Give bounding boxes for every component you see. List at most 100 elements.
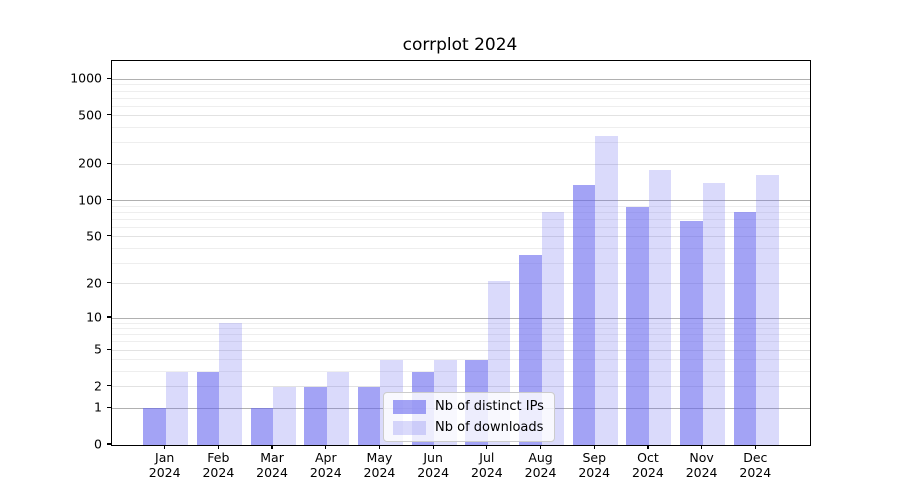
y-tick-mark-20 [107,282,111,284]
bar-feb-distinct-ips [196,371,220,445]
gridline-900 [112,84,810,86]
bar-nov-distinct-ips [680,220,703,445]
x-tick-mark-sep [593,445,595,450]
x-tick-label-mar: Mar 2024 [256,450,288,480]
y-tick-label-1: 1 [94,399,102,415]
gridline-30 [112,262,810,264]
x-tick-mark-may [378,445,381,450]
bar-may-distinct-ips [357,386,381,445]
gridline-80 [112,211,810,213]
y-tick-label-20: 20 [86,275,102,291]
bar-sep-distinct-ips [572,184,596,445]
y-tick-mark-200 [107,162,111,164]
bar-dec-downloads [756,175,779,445]
gridline-6 [112,341,810,343]
y-tick-label-1000: 1000 [70,70,102,86]
y-tick-label-500: 500 [78,107,102,123]
gridline-70 [112,218,810,220]
y-tick-mark-50 [107,235,111,237]
gridline-200 [112,163,810,165]
x-tick-mark-oct [647,445,649,450]
x-tick-label-may: May 2024 [363,450,396,480]
gridline-20 [112,283,810,285]
y-tick-mark-2 [107,385,111,387]
y-tick-mark-100 [107,199,111,201]
legend-item-downloads: Nb of downloads [393,420,544,435]
chart-title: corrplot 2024 [402,35,518,55]
gridline-10 [112,317,810,319]
legend-label-distinct-ips: Nb of distinct IPs [435,399,544,414]
x-tick-label-feb: Feb 2024 [202,450,235,480]
gridline-100 [112,200,810,202]
y-tick-mark-1 [107,406,111,408]
gridline-600 [112,105,810,107]
x-tick-label-sep: Sep 2024 [578,450,611,480]
x-tick-mark-nov [701,445,703,450]
y-tick-label-10: 10 [86,309,102,325]
gridline-700 [112,97,810,99]
x-tick-mark-aug [539,445,542,450]
bar-jan-downloads [165,371,189,445]
gridline-90 [112,205,810,207]
gridline-50 [112,236,810,238]
y-tick-label-100: 100 [78,192,102,208]
x-tick-mark-jan [164,445,166,450]
y-tick-label-5: 5 [94,341,102,357]
gridline-7 [112,334,810,336]
x-tick-label-nov: Nov 2024 [685,450,718,480]
legend-swatch-downloads [393,420,426,435]
y-tick-mark-500 [107,114,111,116]
bar-aug-downloads [541,212,565,445]
gridline-1000 [112,78,810,80]
gridline-300 [112,142,810,144]
gridline-4 [112,359,810,361]
x-tick-label-jun: Jun 2024 [417,450,450,480]
y-tick-label-0: 0 [94,436,102,452]
gridline-40 [112,247,810,249]
bar-oct-downloads [648,169,672,445]
legend: Nb of distinct IPs Nb of downloads [383,392,555,442]
bar-feb-downloads [219,323,242,445]
bar-oct-distinct-ips [626,207,649,445]
bar-mar-downloads [273,386,296,445]
legend-label-downloads: Nb of downloads [435,420,544,435]
x-tick-mark-apr [325,445,327,450]
gridline-9 [112,322,810,324]
bar-apr-distinct-ips [304,386,327,445]
bar-nov-downloads [702,183,726,445]
gridline-3 [112,371,810,373]
x-tick-mark-jun [432,445,434,450]
x-tick-mark-dec [754,445,756,450]
x-tick-label-jul: Jul 2024 [470,450,503,480]
x-tick-mark-jul [486,445,488,450]
y-tick-mark-5 [107,348,111,350]
x-tick-label-aug: Aug 2024 [524,450,557,480]
y-tick-mark-1000 [107,77,111,79]
y-tick-mark-0 [107,443,111,445]
plot-area [111,60,811,446]
bar-sep-downloads [595,136,618,445]
gridline-2 [112,386,810,388]
legend-swatch-distinct-ips [393,399,426,414]
bar-mar-distinct-ips [250,408,274,445]
gridline-400 [112,127,810,129]
gridline-8 [112,328,810,330]
y-tick-label-50: 50 [86,228,102,244]
x-tick-label-dec: Dec 2024 [739,450,772,480]
y-tick-label-200: 200 [78,155,102,171]
x-tick-label-oct: Oct 2024 [632,450,664,480]
x-tick-mark-mar [271,445,273,450]
bar-apr-downloads [326,371,350,445]
y-tick-label-2: 2 [94,378,102,394]
legend-item-distinct-ips: Nb of distinct IPs [393,399,544,414]
gridline-60 [112,226,810,228]
x-tick-label-apr: Apr 2024 [309,450,342,480]
bar-dec-distinct-ips [733,212,757,445]
bar-jan-distinct-ips [143,408,166,445]
gridline-500 [112,115,810,117]
x-tick-mark-feb [217,445,219,450]
x-tick-label-jan: Jan 2024 [148,450,181,480]
y-tick-mark-10 [107,316,111,318]
gridline-800 [112,90,810,92]
